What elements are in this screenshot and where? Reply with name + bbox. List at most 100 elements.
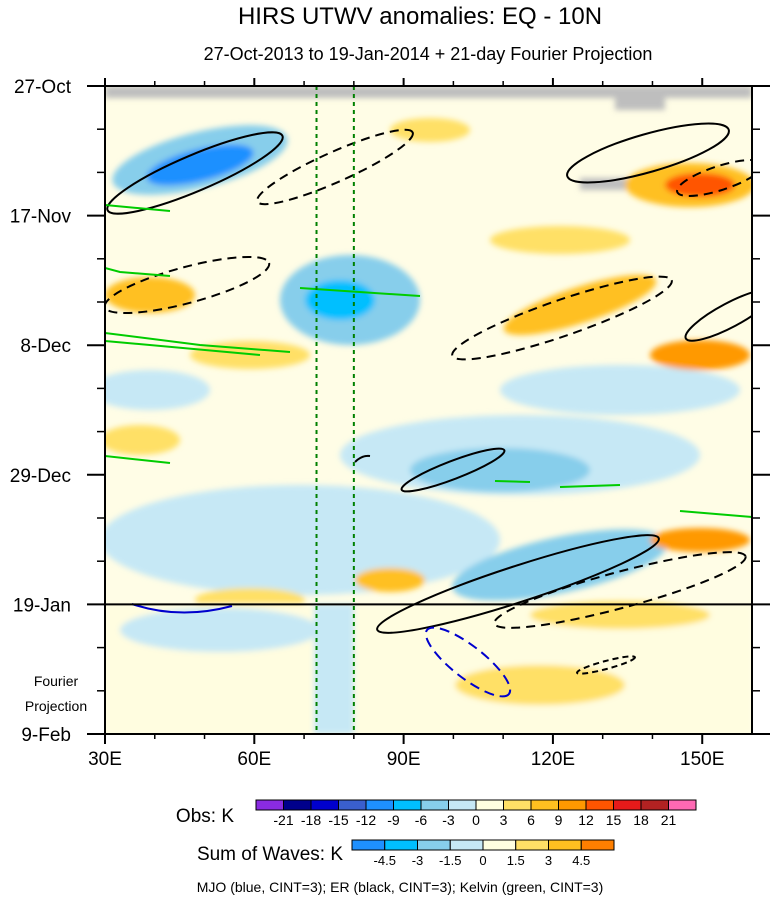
colorbar-swatch — [393, 799, 422, 811]
kelvin-contour — [105, 332, 291, 353]
mjo-contour — [131, 603, 233, 614]
colorbar-level-label: 3 — [500, 812, 508, 828]
colorbar-swatch — [475, 799, 504, 811]
er-contour — [400, 447, 506, 493]
colorbar-swatch — [338, 799, 367, 811]
kelvin-contour — [679, 510, 752, 518]
colorbar-level-label: -9 — [387, 812, 400, 828]
colorbar-swatch — [420, 799, 449, 811]
y-tick-label: 27-Oct — [14, 77, 72, 98]
colorbar-level-label: -12 — [356, 812, 376, 828]
obs-positive-anomaly — [490, 226, 630, 254]
projection-label-line2: Projection — [25, 698, 87, 714]
colorbar-swatch — [365, 799, 394, 811]
colorbar-swatch — [283, 799, 312, 811]
plot-area — [105, 86, 752, 734]
kelvin-contour — [105, 340, 261, 356]
colorbar-swatch — [530, 799, 559, 811]
y-tick-label: 19-Jan — [13, 595, 71, 616]
colorbar-level-label: -1.5 — [439, 853, 461, 868]
colorbar-level-label: -3 — [412, 853, 424, 868]
y-tick-label: 8-Dec — [20, 336, 71, 357]
colorbar-swatch — [482, 839, 517, 851]
colorbar-level-label: 0 — [472, 812, 480, 828]
obs-colorbar: -21 -18 -15 -12 -9 -6 -3 0 3 6 9 12 15 18 21 — [255, 799, 697, 828]
obs-positive-anomaly — [503, 274, 657, 336]
plot-frame — [104, 85, 753, 735]
kelvin-contour — [105, 204, 171, 212]
obs-missing-patch — [580, 178, 628, 190]
colorbar-level-label: 3 — [545, 853, 552, 868]
x-tick-label: 120E — [531, 749, 575, 770]
kelvin-contour — [494, 480, 531, 483]
obs-negative-anomaly — [500, 365, 740, 415]
obs-negative-anomaly — [452, 529, 668, 601]
er-contour — [493, 551, 747, 629]
colorbar-level-label: 21 — [661, 812, 677, 828]
colorbar-swatch — [613, 799, 642, 811]
colorbar-level-label: -4.5 — [374, 853, 396, 868]
obs-field — [105, 86, 752, 734]
colorbar-swatch — [310, 799, 339, 811]
er-contour — [684, 288, 752, 342]
colorbar-level-label: 1.5 — [507, 853, 525, 868]
obs-positive-anomaly — [665, 173, 735, 197]
obs-negative-anomaly — [105, 485, 500, 595]
colorbar-level-label: -18 — [301, 812, 321, 828]
er-contour — [105, 255, 271, 315]
obs-positive-anomaly — [650, 340, 750, 370]
colorbar-swatch — [417, 839, 451, 851]
colorbar-swatch — [580, 839, 615, 851]
colorbar-level-label: 6 — [527, 812, 535, 828]
er-contour — [566, 122, 730, 184]
er-contour — [676, 159, 752, 197]
colorbar-level-label: -21 — [273, 812, 293, 828]
obs-missing-patch — [615, 96, 665, 110]
waves-positive-anomaly — [455, 665, 625, 705]
kelvin-contour — [105, 267, 171, 277]
er-contour — [376, 534, 660, 634]
colorbar-swatch — [384, 839, 418, 851]
obs-positive-anomaly — [355, 568, 425, 592]
projection-label-line1: Fourier — [34, 673, 79, 689]
mjo-contour — [424, 626, 512, 698]
er-contour — [576, 655, 636, 675]
y-tick-label: 29-Dec — [10, 466, 71, 487]
waves-negative-anomaly — [120, 608, 320, 652]
colorbar-swatch — [351, 839, 386, 851]
colorbar-swatch — [548, 839, 582, 851]
kelvin-contour — [299, 287, 421, 297]
er-contour — [106, 131, 284, 215]
y-tick-label: 17-Nov — [10, 207, 72, 228]
colorbar-swatch — [449, 839, 484, 851]
obs-negative-anomaly — [105, 370, 210, 410]
obs-missing-band — [105, 86, 752, 98]
colorbar-swatch — [448, 799, 477, 811]
colorbar-level-label: 9 — [555, 812, 563, 828]
obs-colorbar-label: Obs: K — [176, 806, 234, 827]
er-contour — [451, 275, 673, 361]
er-contour — [354, 454, 371, 463]
obs-negative-anomaly — [305, 280, 375, 320]
obs-positive-anomaly — [650, 528, 750, 552]
colorbar-level-label: -6 — [415, 812, 428, 828]
kelvin-contour — [559, 484, 621, 488]
colorbar-swatch — [503, 799, 532, 811]
wave-contours — [105, 122, 752, 698]
waves-colorbar: -4.5 -3 -1.5 0 1.5 3 4.5 — [351, 839, 615, 868]
colorbar-swatch — [255, 799, 284, 811]
colorbar-level-label: 0 — [479, 853, 486, 868]
waves-colorbar-label: Sum of Waves: K — [197, 844, 343, 865]
x-tick-label: 90E — [387, 749, 421, 770]
kelvin-contour — [105, 455, 171, 464]
y-tick-label: 9-Feb — [21, 725, 71, 746]
colorbar-swatch — [640, 799, 669, 811]
colorbar-level-label: 4.5 — [572, 853, 590, 868]
colorbar-level-label: 18 — [633, 812, 649, 828]
x-tick-label: 60E — [237, 749, 271, 770]
colorbar-swatch — [558, 799, 587, 811]
x-tick-label: 30E — [88, 749, 122, 770]
colorbar-swatch — [515, 839, 549, 851]
waves-positive-anomaly — [530, 601, 710, 629]
